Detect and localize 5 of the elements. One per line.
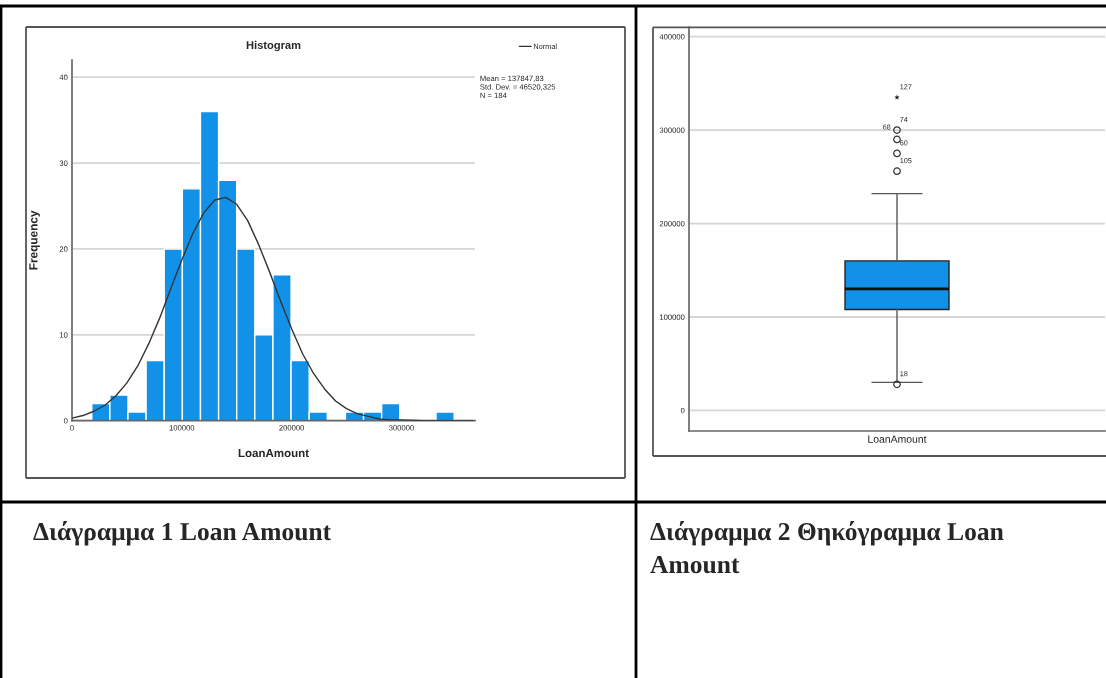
chart-title: Histogram bbox=[246, 40, 301, 52]
text: Διάγραμμα 1 Loan Amount bbox=[33, 521, 332, 546]
text: Διάγραμμα 2 Θηκόγραμμα Loan Amount bbox=[650, 521, 1004, 574]
x-axis-title: LoanAmount bbox=[238, 449, 309, 458]
y-axis-title: Frequency bbox=[29, 210, 40, 270]
